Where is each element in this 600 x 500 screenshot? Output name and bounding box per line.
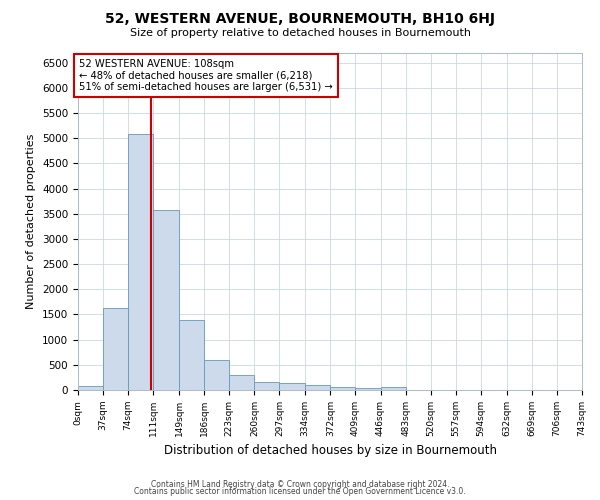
Y-axis label: Number of detached properties: Number of detached properties [26,134,37,309]
Bar [128,134,153,390]
Text: Contains public sector information licensed under the Open Government Licence v3: Contains public sector information licen… [134,488,466,496]
Bar [103,308,128,390]
Bar [78,386,103,390]
Bar [305,386,331,390]
Bar [153,210,179,390]
Text: 52, WESTERN AVENUE, BOURNEMOUTH, BH10 6HJ: 52, WESTERN AVENUE, BOURNEMOUTH, BH10 6H… [105,12,495,26]
Bar [331,388,355,390]
Text: Size of property relative to detached houses in Bournemouth: Size of property relative to detached ho… [130,28,470,38]
Text: Contains HM Land Registry data © Crown copyright and database right 2024.: Contains HM Land Registry data © Crown c… [151,480,449,489]
Bar [179,320,204,390]
Bar [355,388,380,390]
Bar [204,360,229,390]
Bar [380,387,406,390]
Bar [280,384,305,390]
Text: 52 WESTERN AVENUE: 108sqm
← 48% of detached houses are smaller (6,218)
51% of se: 52 WESTERN AVENUE: 108sqm ← 48% of detac… [79,58,333,92]
Bar [229,375,254,390]
X-axis label: Distribution of detached houses by size in Bournemouth: Distribution of detached houses by size … [163,444,497,458]
Bar [254,382,280,390]
